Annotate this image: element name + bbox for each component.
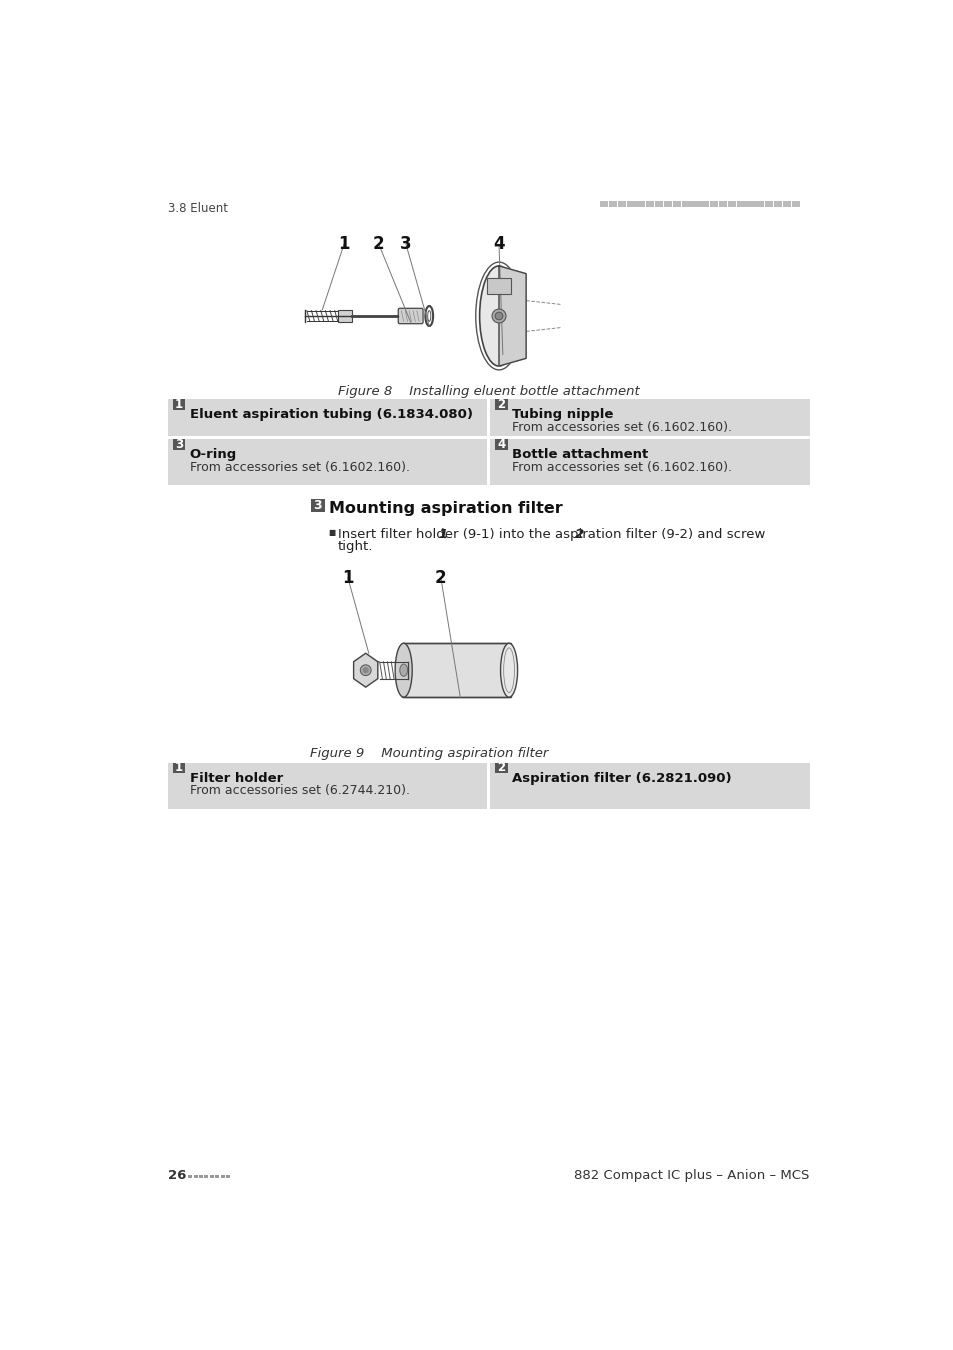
Bar <box>188 1174 192 1179</box>
Ellipse shape <box>500 643 517 697</box>
Bar <box>204 1174 208 1179</box>
Text: 3: 3 <box>313 500 321 512</box>
Ellipse shape <box>492 309 505 323</box>
Bar <box>745 201 754 207</box>
Bar <box>193 1174 197 1179</box>
Text: Figure 9    Mounting aspiration filter: Figure 9 Mounting aspiration filter <box>310 747 548 760</box>
Bar <box>700 201 708 207</box>
Bar <box>608 201 617 207</box>
Bar <box>718 201 726 207</box>
Text: 2: 2 <box>373 235 384 254</box>
Text: O-ring: O-ring <box>190 448 236 462</box>
Text: From accessories set (6.1602.160).: From accessories set (6.1602.160). <box>512 421 731 433</box>
Text: From accessories set (6.2744.210).: From accessories set (6.2744.210). <box>190 784 410 796</box>
Bar <box>737 201 744 207</box>
Ellipse shape <box>362 667 369 674</box>
Bar <box>727 201 736 207</box>
Text: 26: 26 <box>168 1169 186 1183</box>
Text: ■: ■ <box>328 528 335 537</box>
Bar <box>168 763 487 809</box>
Text: 4: 4 <box>493 235 504 254</box>
Bar <box>199 1174 203 1179</box>
Bar <box>220 1174 224 1179</box>
Ellipse shape <box>399 664 407 676</box>
Text: Insert filter holder (9-1) into the aspiration filter (9-2) and screw: Insert filter holder (9-1) into the aspi… <box>337 528 764 541</box>
Text: Figure 8    Installing eluent bottle attachment: Figure 8 Installing eluent bottle attach… <box>337 385 639 398</box>
Text: 2: 2 <box>574 528 583 541</box>
Bar <box>654 201 662 207</box>
Text: Aspiration filter (6.2821.090): Aspiration filter (6.2821.090) <box>512 772 731 784</box>
Bar <box>599 201 607 207</box>
Bar <box>172 763 185 774</box>
Text: 1: 1 <box>174 398 183 410</box>
Text: 1: 1 <box>342 568 354 586</box>
Text: 1: 1 <box>438 528 447 541</box>
Text: 3.8 Eluent: 3.8 Eluent <box>168 202 228 215</box>
Bar <box>782 201 790 207</box>
Bar <box>487 278 510 294</box>
Bar <box>490 763 809 809</box>
Polygon shape <box>498 266 525 366</box>
Bar <box>210 1174 213 1179</box>
Text: 2: 2 <box>497 398 505 410</box>
Bar <box>636 201 644 207</box>
Ellipse shape <box>395 643 412 697</box>
Bar <box>215 1174 219 1179</box>
Text: 1: 1 <box>338 235 350 254</box>
Bar <box>755 201 763 207</box>
Bar <box>773 201 781 207</box>
Bar <box>311 500 324 512</box>
Bar <box>791 201 800 207</box>
Bar <box>681 201 690 207</box>
Bar <box>672 201 680 207</box>
Polygon shape <box>354 653 377 687</box>
Bar <box>626 201 635 207</box>
Text: 2: 2 <box>497 761 505 775</box>
Bar <box>618 201 626 207</box>
Text: 2: 2 <box>435 568 446 586</box>
Text: Bottle attachment: Bottle attachment <box>512 448 648 462</box>
Text: Tubing nipple: Tubing nipple <box>512 409 613 421</box>
Bar <box>490 400 809 436</box>
Bar <box>645 201 653 207</box>
Bar <box>402 643 510 697</box>
Bar <box>691 201 699 207</box>
Text: 4: 4 <box>497 439 505 451</box>
Bar <box>495 400 507 410</box>
Bar <box>763 201 772 207</box>
Ellipse shape <box>360 664 371 675</box>
Bar <box>709 201 718 207</box>
Text: 3: 3 <box>174 439 183 451</box>
Bar <box>172 400 185 410</box>
Text: tight.: tight. <box>337 540 373 553</box>
Bar <box>226 1174 230 1179</box>
Text: 882 Compact IC plus – Anion – MCS: 882 Compact IC plus – Anion – MCS <box>574 1169 809 1183</box>
Bar <box>663 201 672 207</box>
Text: Filter holder: Filter holder <box>190 772 283 784</box>
Bar <box>172 439 185 450</box>
Bar <box>168 439 487 486</box>
FancyBboxPatch shape <box>397 308 422 324</box>
Text: 3: 3 <box>399 235 412 254</box>
Ellipse shape <box>495 312 502 320</box>
Text: From accessories set (6.1602.160).: From accessories set (6.1602.160). <box>190 460 410 474</box>
Ellipse shape <box>427 310 431 321</box>
Text: Mounting aspiration filter: Mounting aspiration filter <box>329 501 562 516</box>
Bar <box>495 763 507 774</box>
Bar <box>495 439 507 450</box>
Bar <box>168 400 487 436</box>
Text: 1: 1 <box>174 761 183 775</box>
Text: Eluent aspiration tubing (6.1834.080): Eluent aspiration tubing (6.1834.080) <box>190 409 473 421</box>
Text: From accessories set (6.1602.160).: From accessories set (6.1602.160). <box>512 460 731 474</box>
Ellipse shape <box>479 266 517 366</box>
Bar <box>337 310 352 323</box>
Bar <box>490 439 809 486</box>
